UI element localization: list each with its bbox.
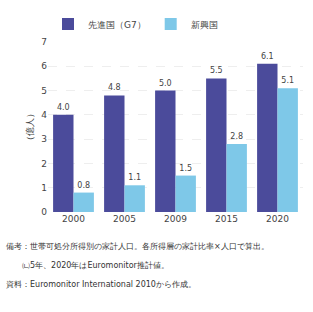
svg-text:4: 4 — [41, 110, 47, 120]
svg-text:3: 3 — [41, 134, 47, 144]
svg-text:6.1: 6.1 — [261, 52, 274, 61]
svg-text:2015: 2015 — [215, 214, 238, 224]
svg-text:7: 7 — [41, 37, 47, 47]
svg-text:1.5: 1.5 — [179, 164, 192, 173]
svg-text:2009: 2009 — [164, 214, 187, 224]
svg-text:備考：世帯可処分所得別の家計人口。各所得層の家計比率×人口で: 備考：世帯可処分所得別の家計人口。各所得層の家計比率×人口で算出。 — [6, 242, 269, 251]
svg-text:（億人）: （億人） — [25, 109, 35, 145]
svg-text:5.1: 5.1 — [281, 76, 294, 85]
svg-text:先進国（G7）: 先進国（G7） — [88, 20, 146, 30]
svg-text:2000: 2000 — [62, 214, 85, 224]
svg-text:5: 5 — [41, 86, 47, 96]
svg-text:5.5: 5.5 — [210, 66, 223, 75]
svg-text:2.8: 2.8 — [230, 132, 243, 141]
svg-text:資料：Euromonitor International 2: 資料：Euromonitor International 2010から作成。 — [6, 280, 196, 289]
svg-text:2: 2 — [41, 159, 47, 169]
svg-text:4.8: 4.8 — [108, 83, 121, 92]
svg-text:2020: 2020 — [266, 214, 289, 224]
svg-text:6: 6 — [41, 61, 47, 71]
svg-text:㈁5年、2020年はEuromonitor推計値。: ㈁5年、2020年はEuromonitor推計値。 — [6, 261, 169, 270]
svg-text:2005: 2005 — [113, 214, 136, 224]
svg-text:0.8: 0.8 — [77, 181, 90, 190]
svg-text:1.1: 1.1 — [128, 173, 141, 182]
svg-text:0: 0 — [41, 207, 47, 217]
svg-text:4.0: 4.0 — [57, 103, 70, 112]
svg-text:1: 1 — [41, 183, 47, 193]
svg-text:新興国: 新興国 — [191, 20, 218, 30]
svg-text:5.0: 5.0 — [159, 79, 172, 88]
